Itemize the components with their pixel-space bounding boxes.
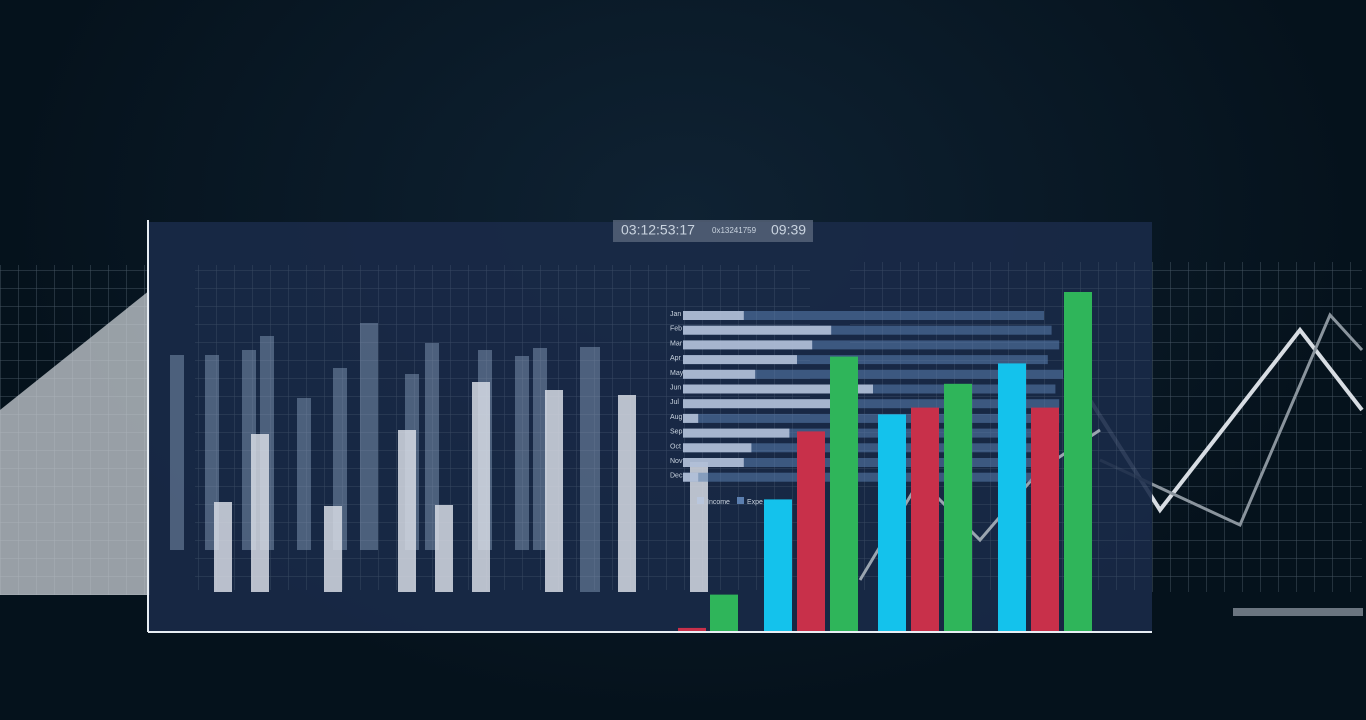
progress bbox=[1233, 608, 1363, 616]
bar bbox=[998, 363, 1026, 632]
hbar bbox=[683, 311, 744, 320]
month-label: Sep bbox=[670, 429, 683, 436]
hbar bbox=[683, 340, 1060, 350]
bar bbox=[1031, 407, 1059, 632]
hbar bbox=[683, 472, 699, 482]
hbar bbox=[683, 311, 1044, 320]
bar bbox=[911, 407, 939, 632]
month-label: Jun bbox=[670, 385, 681, 392]
bar bbox=[764, 499, 792, 632]
month-label: Oct bbox=[670, 443, 681, 450]
hbar bbox=[683, 369, 756, 379]
month-label: Nov bbox=[670, 458, 683, 465]
area-left bbox=[0, 290, 150, 595]
month-label: Jan bbox=[670, 311, 681, 318]
month-label: Dec bbox=[670, 473, 683, 480]
hbar bbox=[683, 443, 1048, 453]
month-label: Aug bbox=[670, 414, 683, 421]
legend-label: Income bbox=[707, 499, 730, 506]
bar bbox=[878, 414, 906, 632]
hbar bbox=[683, 399, 1060, 409]
bar bbox=[678, 627, 706, 632]
legend-swatch bbox=[697, 497, 704, 504]
bar bbox=[710, 594, 738, 632]
hbar bbox=[683, 458, 744, 467]
month-label: Jul bbox=[670, 399, 679, 406]
hbar bbox=[683, 355, 1048, 365]
hbar bbox=[683, 369, 1063, 379]
month-label: Apr bbox=[670, 355, 682, 362]
bar bbox=[797, 431, 825, 632]
legend-swatch bbox=[737, 497, 744, 504]
hbar bbox=[683, 399, 832, 409]
bar bbox=[830, 356, 858, 632]
hbar bbox=[683, 355, 797, 365]
legend-label: Expe bbox=[747, 499, 763, 506]
timecode: 03:12:53:17 bbox=[621, 222, 695, 238]
hbar bbox=[683, 428, 1052, 438]
header-box bbox=[613, 220, 813, 242]
hex-code: 0x13241759 bbox=[712, 226, 757, 235]
month-label: May bbox=[670, 370, 684, 377]
hbar bbox=[683, 384, 873, 394]
month-label: Feb bbox=[670, 326, 682, 333]
line-right-2 bbox=[1099, 312, 1364, 528]
hbar bbox=[683, 340, 813, 350]
hbar bbox=[683, 443, 752, 453]
clock: 09:39 bbox=[771, 222, 806, 238]
grid-right bbox=[1150, 262, 1362, 592]
hbar bbox=[683, 458, 1060, 467]
bar-chart bbox=[678, 292, 1092, 632]
hbar bbox=[683, 428, 790, 438]
background-bars-light bbox=[214, 382, 708, 592]
hbar bbox=[683, 472, 1056, 482]
hbar-chart: Jan Feb Mar Apr May Jun Jul Aug Sep Oct Nov Dec Inco… bbox=[670, 311, 1063, 506]
hbar bbox=[683, 325, 832, 335]
hbar bbox=[683, 325, 1052, 335]
bar bbox=[1064, 292, 1092, 632]
hbar bbox=[683, 413, 1060, 423]
month-label: Mar bbox=[670, 340, 683, 347]
hbar bbox=[683, 413, 699, 423]
bar bbox=[944, 383, 972, 632]
